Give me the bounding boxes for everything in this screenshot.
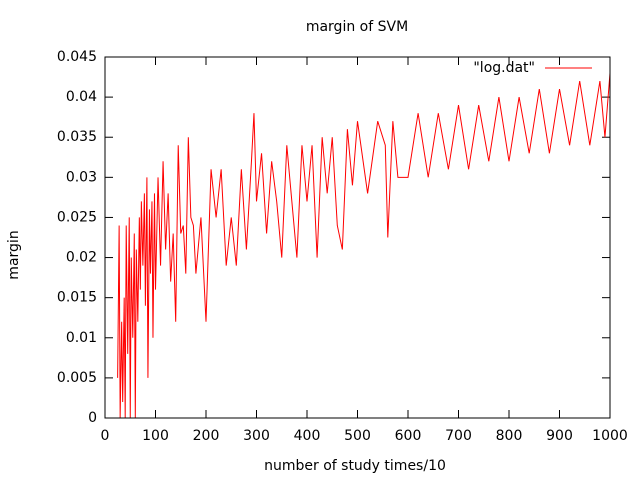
y-tick-label: 0.045 bbox=[57, 49, 97, 65]
x-tick-label: 600 bbox=[395, 428, 422, 444]
y-tick-label: 0.015 bbox=[57, 290, 97, 306]
x-axis-label: number of study times/10 bbox=[264, 458, 446, 474]
y-tick-label: 0 bbox=[88, 410, 97, 426]
y-tick-label: 0.03 bbox=[66, 169, 97, 185]
x-tick-label: 200 bbox=[193, 428, 220, 444]
x-tick-label: 500 bbox=[344, 428, 371, 444]
x-tick-label: 900 bbox=[546, 428, 573, 444]
x-tick-label: 300 bbox=[243, 428, 270, 444]
y-tick-label: 0.02 bbox=[66, 250, 97, 266]
data-line bbox=[117, 73, 611, 419]
x-tick-label: 700 bbox=[445, 428, 472, 444]
y-axis-label: margin bbox=[6, 230, 22, 279]
y-tick-label: 0.025 bbox=[57, 209, 97, 225]
legend-label: "log.dat" bbox=[473, 60, 535, 76]
chart-title: margin of SVM bbox=[306, 19, 408, 35]
plot-frame bbox=[104, 56, 611, 419]
y-tick-label: 0.005 bbox=[57, 370, 97, 386]
y-tick-label: 0.04 bbox=[66, 89, 97, 105]
x-tick-label: 400 bbox=[294, 428, 321, 444]
x-tick-label: 800 bbox=[496, 428, 523, 444]
y-tick-label: 0.01 bbox=[66, 330, 97, 346]
x-tick-label: 0 bbox=[101, 428, 110, 444]
x-tick-label: 100 bbox=[142, 428, 169, 444]
x-tick-label: 1000 bbox=[592, 428, 628, 444]
y-tick-label: 0.035 bbox=[57, 129, 97, 145]
